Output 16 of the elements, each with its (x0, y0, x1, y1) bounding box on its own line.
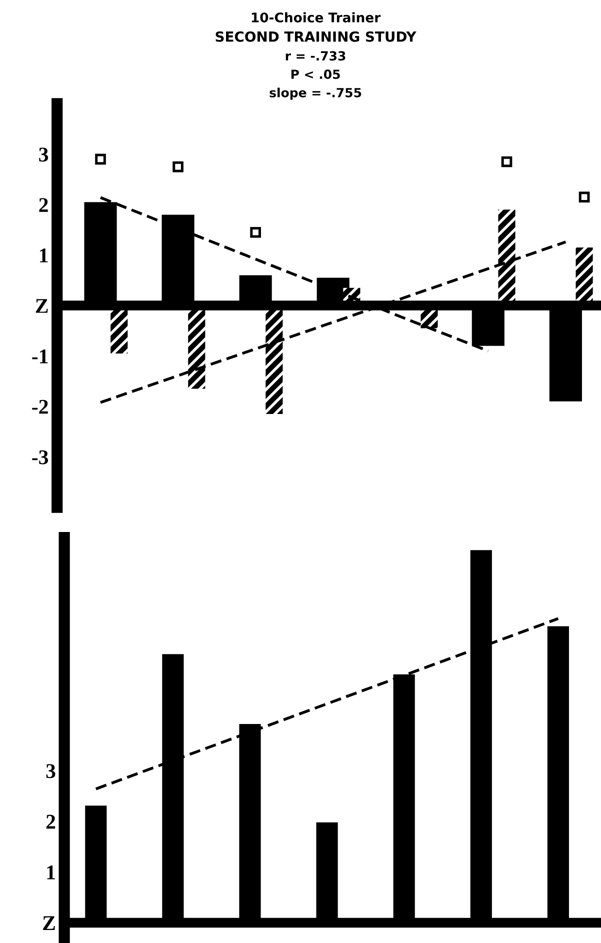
text: r = -.733 (286, 51, 346, 61)
y-tick-label: 3 (39, 148, 48, 162)
y-tick-label: -3 (32, 450, 48, 464)
y-tick-label: 3 (46, 764, 56, 778)
y-tick-label: 1 (40, 248, 48, 262)
y-tick-label: Z (43, 916, 55, 930)
y-tick-label: 1 (47, 866, 55, 880)
y-tick-label: Z (36, 299, 48, 313)
text: P < .05 (291, 70, 340, 79)
chart-subtitle: SECOND TRAINING STUDY (216, 31, 416, 42)
y-tick-label: -2 (32, 400, 48, 414)
y-tick-label: 2 (39, 198, 48, 212)
y-tick-label: -1 (32, 349, 48, 364)
text: slope = -.755 (270, 88, 362, 100)
y-tick-label: 2 (46, 814, 56, 829)
chart-title: 10-Choice Trainer (252, 12, 381, 22)
